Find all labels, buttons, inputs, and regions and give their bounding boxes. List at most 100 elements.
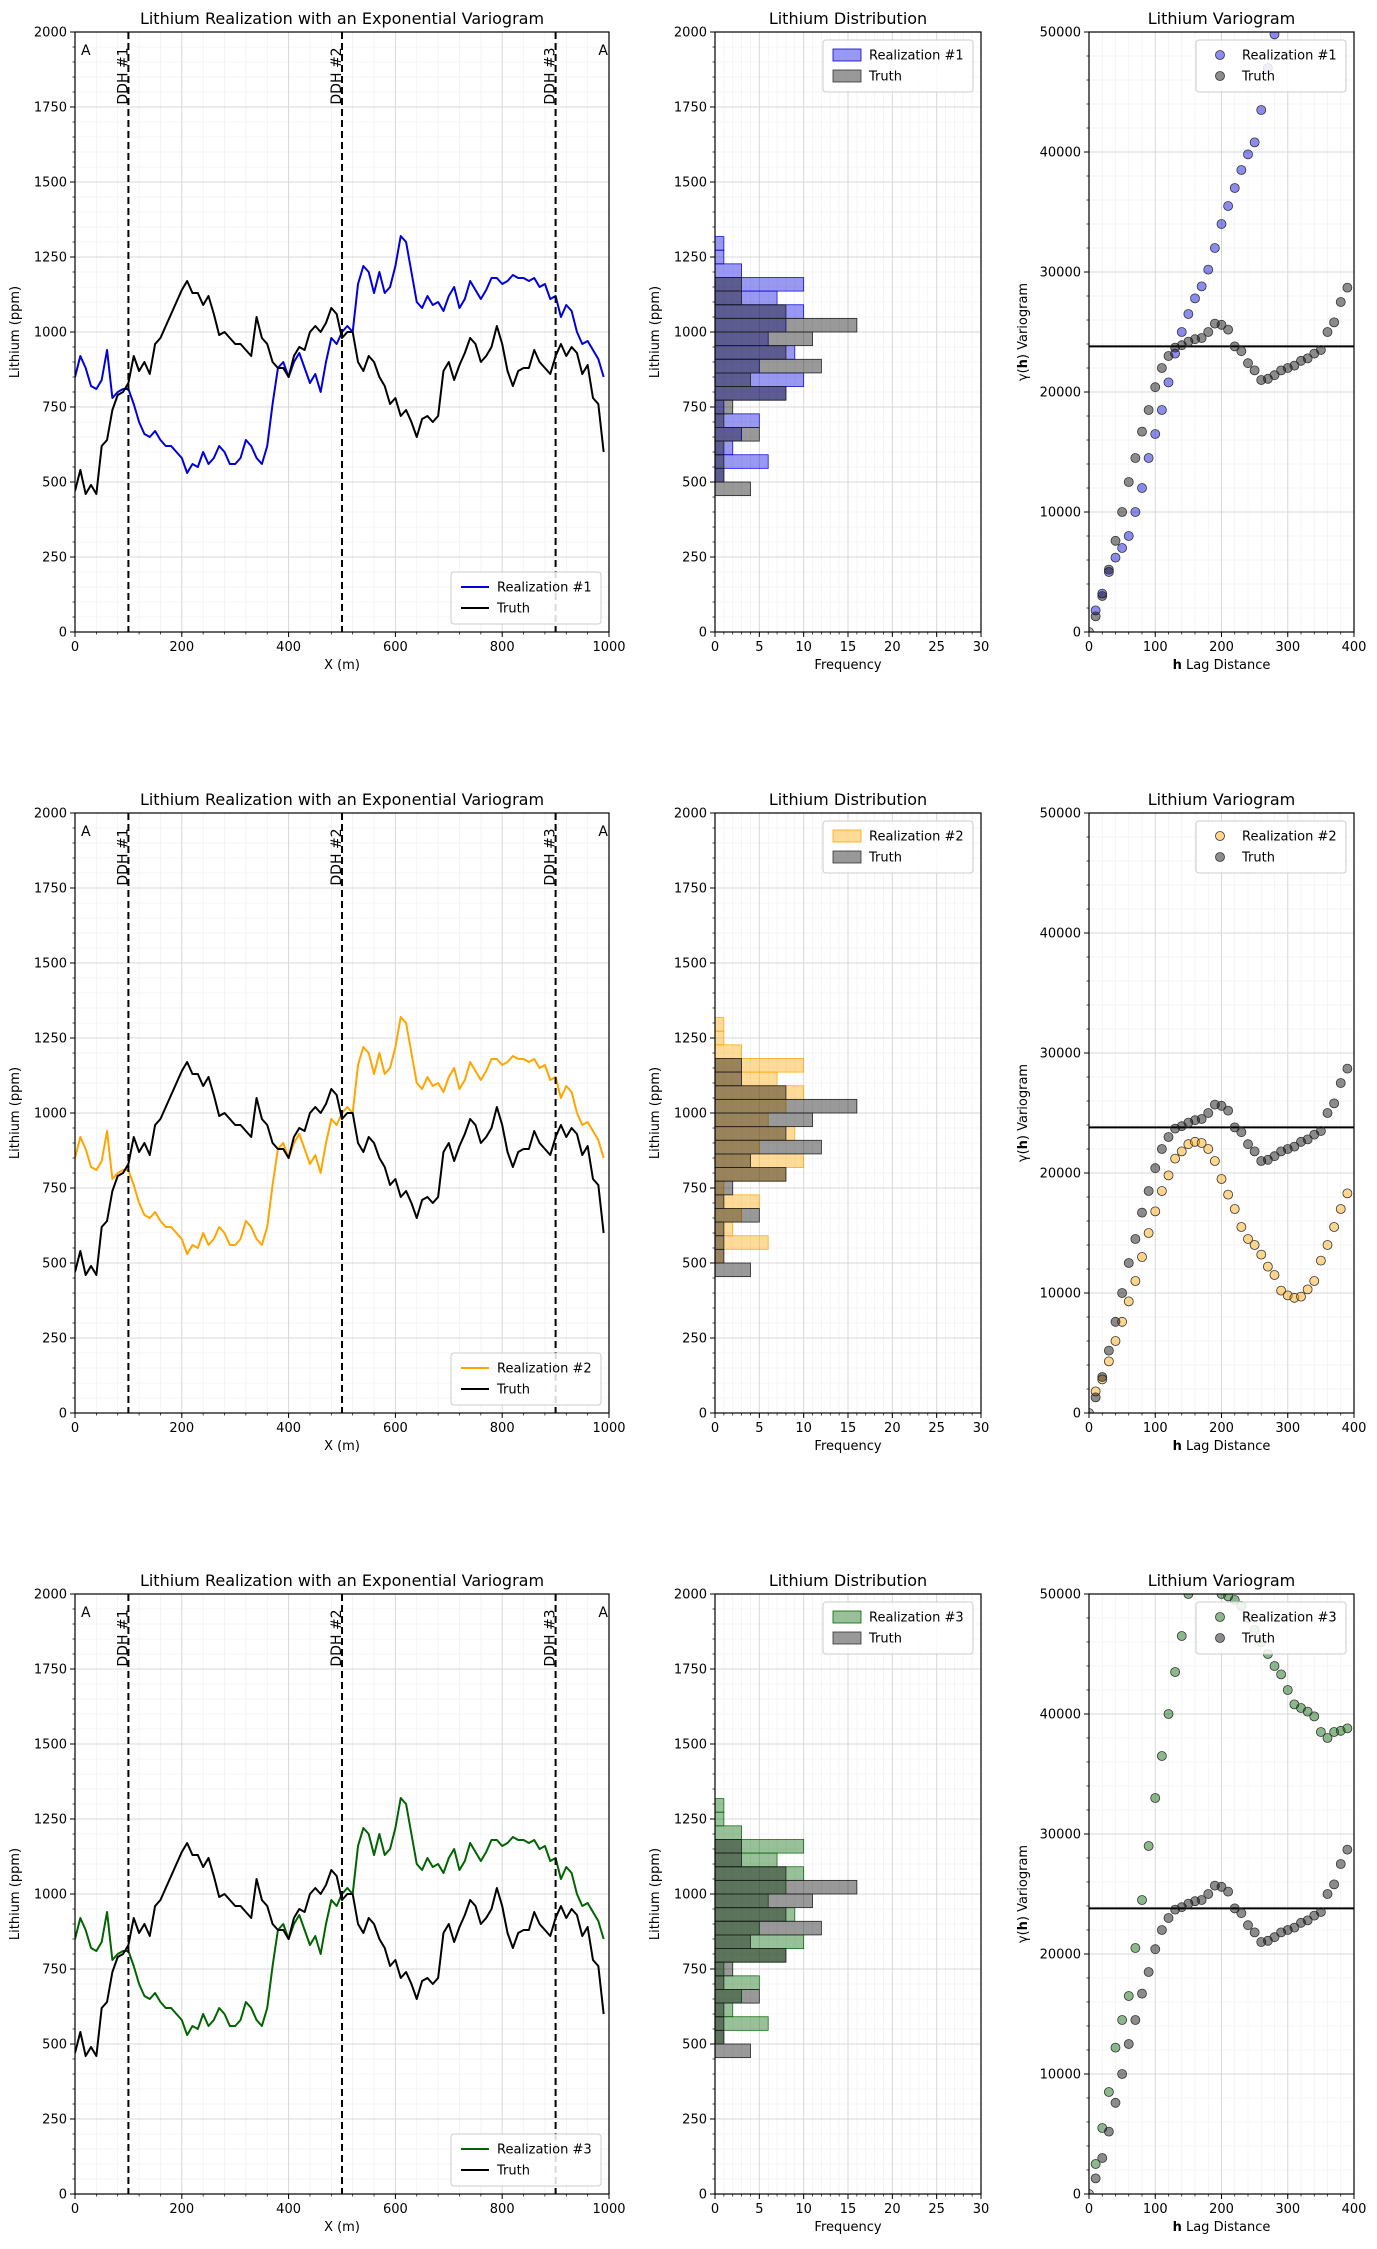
data-point <box>1342 282 1353 293</box>
axes-frame <box>1088 31 1355 633</box>
y-axis-label: Lithium (ppm) <box>648 1848 663 1940</box>
y-tick-label: 1000 <box>34 326 67 341</box>
x-tick-label: 1000 <box>592 1421 625 1436</box>
y-tick-label: 10000 <box>1040 2068 1081 2083</box>
data-point <box>1110 1316 1121 1327</box>
y-tick-label: 10000 <box>1040 506 1081 521</box>
y-tick-label: 0 <box>59 1407 67 1422</box>
y-tick-label: 20000 <box>1040 386 1081 401</box>
x-tick-label: 30 <box>973 1421 990 1436</box>
data-point <box>1103 567 1114 577</box>
data-point <box>1176 327 1187 337</box>
y-tick-label: 40000 <box>1040 927 1081 942</box>
data-point <box>1110 2042 1121 2053</box>
x-axis-label: Frequency <box>814 1439 881 1454</box>
drillhole-label: DDH #3 <box>543 828 559 885</box>
y-tick-label: 1250 <box>34 1813 67 1828</box>
data-point <box>1196 1138 1207 1148</box>
histogram-bar <box>715 317 858 333</box>
data-point <box>1090 2159 1101 2169</box>
legend-patch-swatch <box>832 829 862 843</box>
x-tick-label: 400 <box>276 2202 301 2217</box>
histogram-bar <box>715 290 743 306</box>
histogram-bar <box>715 467 725 483</box>
data-point <box>1143 1228 1154 1238</box>
histogram-bar <box>715 1934 751 1949</box>
data-point <box>1249 365 1260 376</box>
legend-patch-swatch <box>832 1610 862 1624</box>
data-point <box>1150 1206 1161 1217</box>
y-tick-label: 250 <box>42 2113 67 2128</box>
x-tick-label: 0 <box>711 2202 719 2217</box>
data-point <box>1089 1408 1094 1413</box>
y-tick-label: 1500 <box>34 957 67 972</box>
histogram-bar <box>715 1235 769 1250</box>
y-tick-label: 40000 <box>1040 1708 1081 1723</box>
histogram-bar <box>715 1058 743 1073</box>
histogram-bar <box>715 372 751 387</box>
y-tick-label: 1500 <box>674 1738 707 1753</box>
data-point <box>1163 1170 1174 1181</box>
data-point <box>1335 1078 1346 1088</box>
legend-patch-swatch <box>832 1631 862 1645</box>
data-point <box>1229 1204 1240 1214</box>
histogram-bar <box>715 2043 751 2059</box>
data-point <box>1163 351 1174 361</box>
y-tick-label: 0 <box>59 626 67 641</box>
y-tick-label: 1000 <box>34 1888 67 1903</box>
data-point <box>1322 327 1333 337</box>
y-tick-label: 10000 <box>1040 1287 1081 1302</box>
data-point <box>1123 1991 1134 2001</box>
y-tick-label: 250 <box>42 551 67 566</box>
data-point <box>1262 1261 1273 1272</box>
legend-entry: Realization #1 <box>1242 49 1337 64</box>
data-point <box>1097 591 1108 601</box>
x-tick-label: 5 <box>755 2202 763 2217</box>
y-tick-label: 500 <box>42 2038 67 2053</box>
data-point <box>1143 405 1154 415</box>
data-point <box>1117 2069 1128 2079</box>
data-point <box>1123 1296 1134 1307</box>
x-tick-label: 200 <box>1209 1421 1234 1436</box>
data-point <box>1322 1889 1333 1899</box>
x-tick-label: 300 <box>1275 2202 1300 2217</box>
y-tick-label: 1000 <box>674 1107 707 1122</box>
histogram-bar <box>715 1866 787 1881</box>
x-tick-label: 800 <box>490 640 515 655</box>
data-point <box>1342 1723 1353 1734</box>
histogram-bar <box>715 481 751 497</box>
legend-entry: Realization #3 <box>1242 1611 1337 1626</box>
y-axis-label: γ(h) Variogram <box>1016 1064 1031 1162</box>
data-point <box>1183 309 1194 319</box>
data-point <box>1196 281 1207 292</box>
series-line <box>75 1016 605 1255</box>
data-point <box>1110 535 1121 546</box>
legend-entry: Truth <box>868 1632 902 1647</box>
histogram-bar <box>715 345 787 360</box>
data-point <box>1103 1356 1114 1367</box>
y-tick-label: 1250 <box>34 251 67 266</box>
y-tick-label: 500 <box>42 476 67 491</box>
y-tick-label: 750 <box>682 401 707 416</box>
data-point <box>1137 1988 1147 1999</box>
x-tick-label: 15 <box>840 1421 857 1436</box>
legend: Realization #3 Truth <box>822 1601 974 1655</box>
x-tick-label: 20 <box>884 2202 901 2217</box>
y-axis-label: Lithium (ppm) <box>648 1067 663 1159</box>
data-point <box>1223 201 1234 211</box>
plot-area <box>715 1798 858 2059</box>
data-point <box>1216 219 1227 229</box>
histogram-bar <box>715 1879 858 1895</box>
data-point <box>1289 1141 1300 1152</box>
data-point <box>1163 1913 1174 1923</box>
chart-title: Lithium Realization with an Exponential … <box>140 790 544 809</box>
data-point <box>1090 2173 1101 2184</box>
data-point <box>1190 293 1200 304</box>
data-point <box>1282 1685 1293 1695</box>
data-point <box>1302 1915 1313 1926</box>
legend-box <box>1195 820 1347 874</box>
legend-entry: Realization #1 <box>497 581 592 596</box>
series-line <box>75 280 605 495</box>
x-tick-label: 800 <box>490 2202 515 2217</box>
